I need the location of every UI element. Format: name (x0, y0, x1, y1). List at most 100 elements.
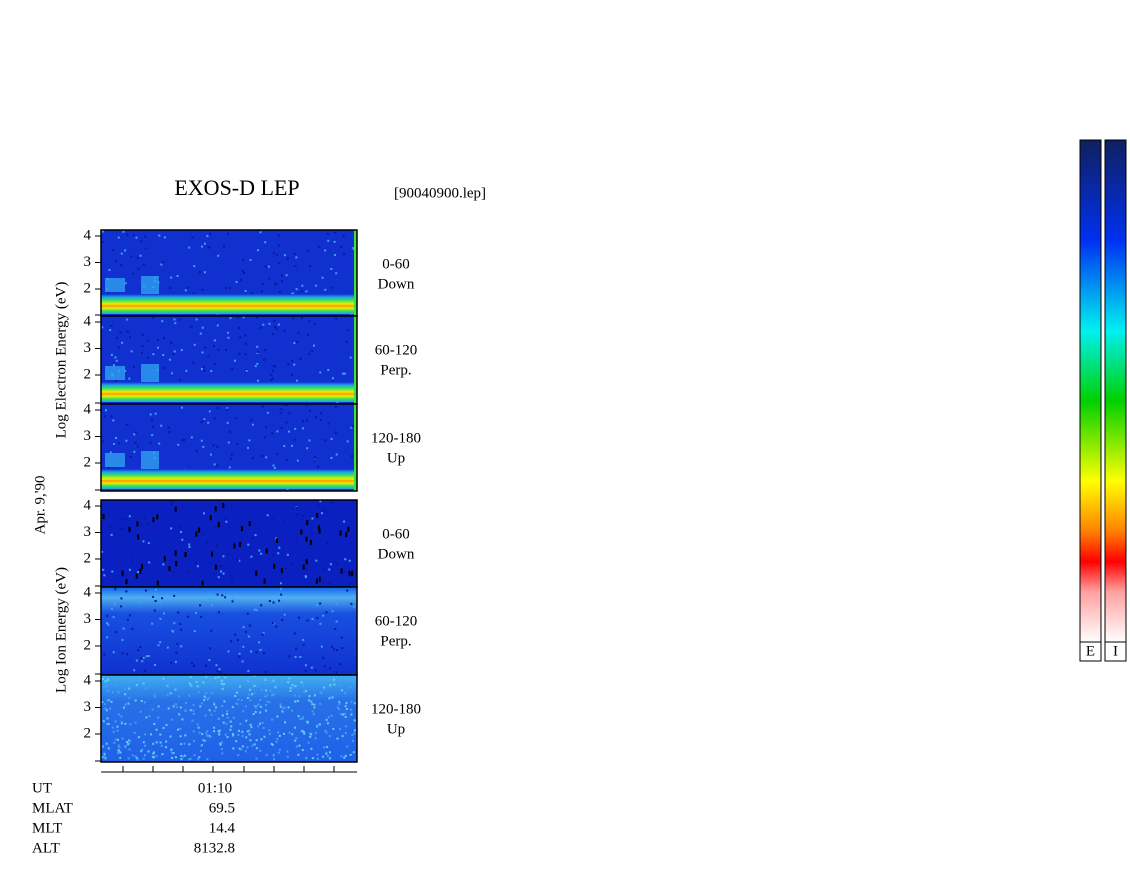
speckle (265, 456, 268, 459)
speckle (209, 647, 212, 650)
spectrogram-background (101, 587, 357, 675)
speckle (306, 721, 309, 724)
speckle (254, 706, 257, 709)
speckle (183, 438, 186, 441)
speckle (110, 700, 113, 703)
speckle (124, 282, 127, 285)
speckle (178, 318, 181, 321)
speckle (214, 526, 217, 529)
speckle (294, 264, 297, 267)
speckle (218, 729, 221, 732)
speckle (230, 505, 233, 508)
speckle (238, 747, 241, 750)
speckle (144, 589, 147, 592)
speckle (237, 729, 240, 732)
speckle (272, 693, 275, 696)
speckle (146, 523, 149, 526)
speckle (184, 709, 187, 712)
speckle (305, 576, 308, 579)
speckle (287, 706, 290, 709)
speckle (136, 256, 139, 259)
speckle (250, 726, 253, 729)
speckle (302, 427, 305, 430)
speckle (260, 604, 263, 607)
speckle (334, 431, 337, 434)
speckle (293, 363, 296, 366)
speckle (300, 529, 303, 535)
speckle (162, 612, 165, 615)
speckle (218, 668, 221, 671)
speckle (294, 726, 297, 729)
speckle (311, 710, 314, 713)
speckle (137, 267, 140, 270)
speckle (204, 346, 207, 349)
speckle (253, 608, 256, 611)
speckle (226, 552, 229, 555)
speckle (120, 252, 123, 255)
speckle (120, 722, 123, 725)
speckle (271, 518, 274, 521)
speckle (337, 708, 340, 711)
low-energy-patch (141, 276, 159, 294)
speckle (127, 743, 130, 746)
speckle (165, 724, 168, 727)
speckle (224, 596, 227, 599)
speckle (156, 514, 159, 520)
speckle (265, 548, 268, 554)
speckle (112, 419, 115, 422)
speckle (305, 757, 308, 760)
y-tick-label: 4 (84, 497, 92, 513)
speckle (107, 699, 110, 702)
speckle (250, 650, 253, 653)
speckle (169, 692, 172, 695)
speckle (276, 684, 279, 687)
speckle (244, 705, 247, 708)
speckle (254, 711, 257, 714)
speckle (287, 430, 290, 433)
speckle (282, 521, 285, 524)
speckle (188, 758, 191, 761)
speckle (152, 752, 155, 755)
speckle (222, 555, 225, 558)
speckle (221, 687, 224, 690)
speckle (239, 336, 242, 339)
speckle (276, 453, 279, 456)
speckle (301, 284, 304, 287)
speckle (315, 578, 318, 584)
speckle (316, 512, 319, 518)
speckle (341, 647, 344, 650)
speckle (149, 679, 152, 682)
speckle (237, 733, 240, 736)
speckle (118, 346, 121, 349)
speckle (168, 358, 171, 361)
speckle (160, 424, 163, 427)
speckle (104, 707, 107, 710)
speckle (180, 758, 183, 761)
speckle (319, 702, 322, 705)
speckle (248, 733, 251, 736)
speckle (234, 695, 237, 698)
speckle (292, 317, 295, 320)
speckle (255, 739, 258, 742)
speckle (220, 682, 223, 685)
speckle (253, 675, 256, 678)
speckle (106, 723, 109, 726)
speckle (108, 268, 111, 271)
speckle (237, 326, 240, 329)
speckle (176, 274, 179, 277)
speckle (325, 718, 328, 721)
speckle (342, 234, 345, 237)
speckle (289, 689, 292, 692)
speckle (285, 404, 288, 407)
speckle (262, 651, 265, 654)
speckle (271, 377, 274, 380)
speckle (285, 567, 288, 570)
speckle (215, 664, 218, 667)
y-tick-label: 2 (84, 366, 92, 382)
speckle (294, 656, 297, 659)
speckle (203, 739, 206, 742)
speckle (140, 599, 143, 602)
speckle (322, 509, 325, 512)
speckle (115, 359, 118, 362)
